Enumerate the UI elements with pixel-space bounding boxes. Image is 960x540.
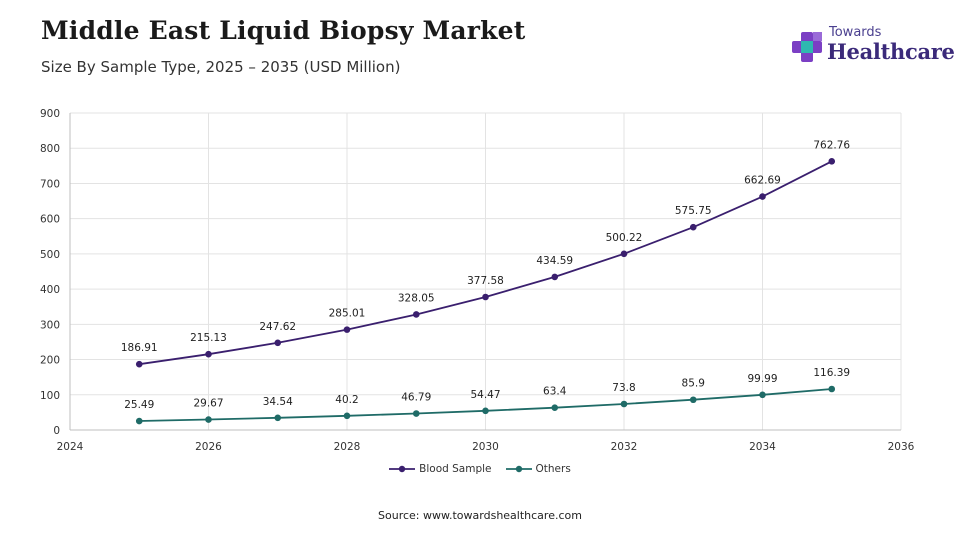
y-tick-label: 100	[40, 390, 60, 402]
data-point	[759, 391, 766, 399]
data-label: 63.4	[543, 386, 567, 398]
data-point	[412, 311, 420, 318]
legend-label: Blood Sample	[419, 463, 492, 475]
data-point	[274, 339, 282, 347]
y-tick-label: 700	[40, 178, 60, 190]
x-tick-label: 2028	[334, 441, 361, 453]
y-tick-label: 600	[40, 214, 60, 226]
data-label: 377.58	[467, 275, 504, 287]
data-label: 29.67	[193, 398, 223, 410]
x-tick-label: 2024	[57, 441, 84, 453]
y-tick-label: 400	[40, 284, 60, 296]
data-label: 434.59	[536, 255, 573, 267]
y-tick-label: 900	[40, 108, 60, 120]
data-label: 186.91	[121, 342, 158, 354]
y-tick-label: 500	[40, 249, 60, 261]
data-label: 34.54	[263, 396, 293, 408]
data-label: 215.13	[190, 332, 227, 344]
legend-item: Others	[505, 463, 571, 475]
x-tick-label: 2034	[749, 441, 776, 453]
legend-swatch	[389, 465, 416, 473]
y-axis-ticks: 0 100 200 300 400 500 600 700 800 900	[40, 108, 60, 437]
data-point	[274, 414, 282, 422]
data-point	[689, 223, 697, 231]
data-point	[759, 193, 766, 200]
y-tick-label: 300	[40, 319, 60, 331]
brand-logo: Towards Healthcare	[790, 20, 955, 70]
data-label: 25.49	[124, 399, 154, 411]
x-tick-label: 2026	[195, 441, 222, 453]
data-label: 99.99	[747, 373, 777, 385]
data-point	[343, 326, 351, 333]
data-point	[620, 400, 628, 408]
data-label: 40.2	[335, 394, 358, 406]
data-point	[482, 293, 489, 301]
data-label: 54.47	[470, 389, 500, 401]
logo-text-healthcare: Healthcare	[827, 39, 955, 64]
data-label: 46.79	[401, 392, 431, 404]
data-label: 328.05	[398, 292, 435, 304]
data-point	[620, 250, 628, 258]
data-point	[828, 385, 836, 393]
legend-item: Blood Sample	[389, 463, 492, 475]
series	[135, 158, 836, 425]
legend: Blood Sample Others	[0, 463, 960, 475]
chart-title: Middle East Liquid Biopsy Market	[41, 16, 526, 45]
data-label: 247.62	[259, 321, 296, 333]
data-point	[135, 360, 143, 368]
y-tick-label: 0	[53, 425, 60, 437]
x-tick-label: 2036	[888, 441, 915, 453]
data-point	[551, 273, 559, 281]
data-label: 575.75	[675, 205, 712, 217]
medical-cross-icon	[792, 32, 822, 62]
grid-lines	[70, 112, 902, 430]
source-note: Source: www.towardshealthcare.com	[378, 509, 582, 522]
data-point	[205, 350, 212, 358]
data-point	[482, 407, 489, 415]
data-labels: 186.91 215.13 247.62 285.01 328.05 377.58 434.…	[121, 139, 851, 411]
data-point	[135, 417, 143, 425]
x-axis-ticks: 2024 2026 2028 2030 2032 2034 2036	[57, 441, 915, 453]
data-point	[343, 412, 351, 420]
axes	[69, 113, 901, 431]
data-label: 500.22	[606, 232, 643, 244]
data-point	[551, 404, 559, 411]
data-label: 762.76	[813, 139, 850, 151]
legend-label: Others	[535, 463, 571, 475]
data-label: 85.9	[682, 378, 705, 390]
chart-subtitle: Size By Sample Type, 2025 – 2035 (USD Mi…	[41, 58, 401, 76]
logo-text-towards: Towards	[829, 25, 882, 40]
data-point	[828, 158, 836, 165]
x-tick-label: 2032	[611, 441, 638, 453]
y-tick-label: 800	[40, 143, 60, 155]
y-tick-label: 200	[40, 355, 60, 367]
data-point	[689, 396, 697, 404]
data-point	[205, 416, 212, 423]
data-label: 662.69	[744, 175, 781, 187]
data-label: 285.01	[329, 308, 366, 320]
data-label: 73.8	[612, 382, 635, 394]
x-tick-label: 2030	[472, 441, 499, 453]
legend-swatch	[505, 465, 532, 473]
data-point	[412, 410, 420, 417]
data-label: 116.39	[813, 367, 850, 379]
